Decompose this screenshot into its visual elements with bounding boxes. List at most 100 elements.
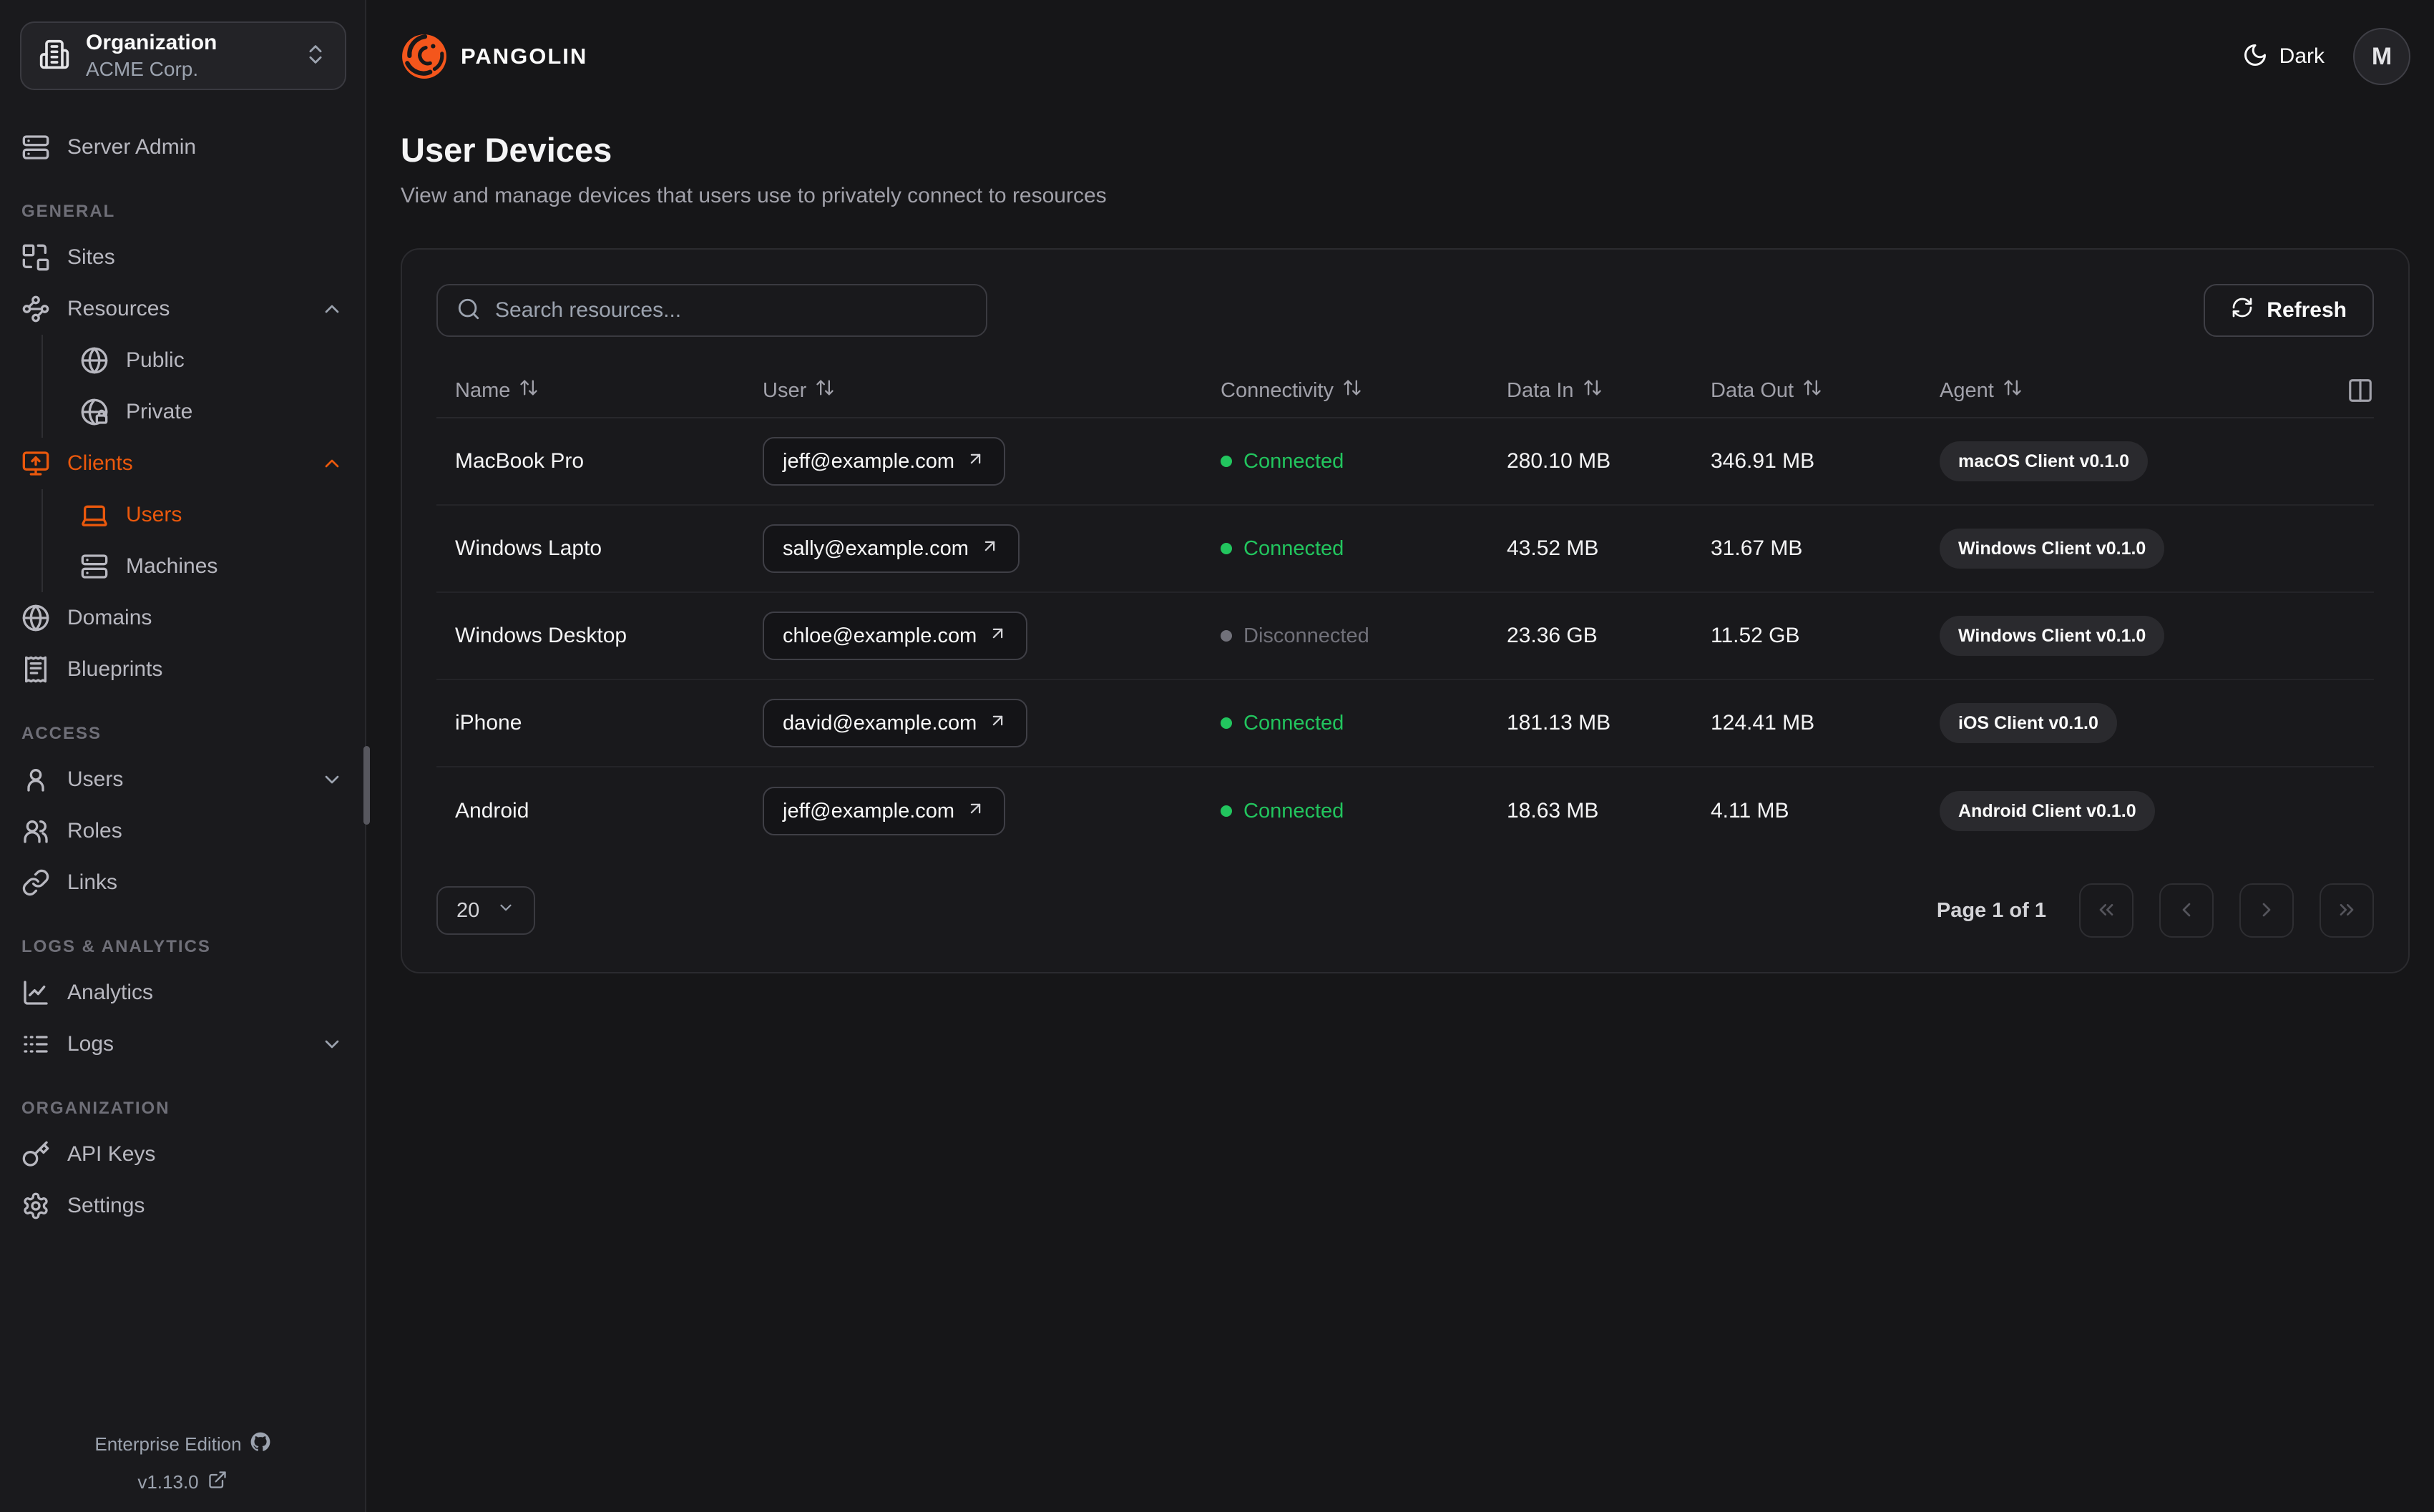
sidebar-item-settings[interactable]: Settings: [11, 1180, 353, 1232]
agent-badge: iOS Client v0.1.0: [1940, 703, 2117, 743]
cell-data-in: 181.13 MB: [1507, 711, 1611, 735]
sidebar-item-label: Public: [126, 348, 185, 372]
sidebar-item-label: Resources: [67, 297, 170, 320]
column-header-user[interactable]: User: [744, 378, 1202, 403]
column-header-name[interactable]: Name: [436, 378, 744, 403]
edition-link[interactable]: Enterprise Edition: [94, 1432, 270, 1457]
user-link-button[interactable]: jeff@example.com: [763, 437, 1006, 486]
column-header-agent[interactable]: Agent: [1921, 378, 2323, 403]
cell-name: Android: [455, 799, 529, 823]
sidebar-item-server-admin[interactable]: Server Admin: [11, 122, 353, 173]
column-header-connectivity[interactable]: Connectivity: [1202, 378, 1488, 403]
prev-page-button[interactable]: [2159, 883, 2214, 938]
chevron-down-icon: [321, 1033, 343, 1056]
agent-badge: macOS Client v0.1.0: [1940, 441, 2149, 481]
sidebar-item-links[interactable]: Links: [11, 857, 353, 908]
org-switcher-value: ACME Corp.: [86, 58, 199, 80]
cell-data-in: 18.63 MB: [1507, 799, 1599, 823]
next-page-button[interactable]: [2239, 883, 2294, 938]
sidebar-item-users[interactable]: Users: [43, 489, 353, 541]
user-link-button[interactable]: david@example.com: [763, 699, 1028, 747]
sidebar-item-label: Clients: [67, 451, 133, 475]
sidebar-item-roles[interactable]: Roles: [11, 805, 353, 857]
gear-icon: [21, 1192, 50, 1220]
column-label: Agent: [1940, 378, 1994, 402]
chevron-down-icon: [321, 768, 343, 791]
sidebar-item-label: Analytics: [67, 981, 154, 1004]
user-email: david@example.com: [783, 711, 977, 735]
nav-section-heading-general: GENERAL: [21, 202, 116, 221]
cell-data-in: 43.52 MB: [1507, 536, 1599, 560]
sort-icon: [1802, 378, 1822, 403]
table-row: Windows Lapto sally@example.com Connected 4…: [436, 506, 2374, 593]
connectivity-label: Connected: [1243, 536, 1344, 560]
logs-icon: [21, 1030, 50, 1059]
chevron-left-icon: [2175, 898, 2198, 923]
sidebar: Organization ACME Corp. Server Admin GENE…: [0, 0, 370, 1512]
column-label: Name: [455, 378, 511, 402]
sidebar-item-resources[interactable]: Resources: [11, 283, 353, 335]
sidebar-scrollbar-thumb[interactable]: [363, 746, 370, 825]
cell-data-out: 124.41 MB: [1711, 711, 1815, 735]
user-link-button[interactable]: sally@example.com: [763, 524, 1020, 573]
sidebar-item-api-keys[interactable]: API Keys: [11, 1129, 353, 1180]
avatar[interactable]: M: [2353, 28, 2410, 85]
sidebar-nav: Server Admin GENERAL Sites Resources Public P…: [0, 122, 365, 1232]
sidebar-item-sites[interactable]: Sites: [11, 232, 353, 283]
sidebar-item-clients[interactable]: Clients: [11, 438, 353, 489]
cell-data-in: 280.10 MB: [1507, 449, 1611, 473]
sidebar-item-users[interactable]: Users: [11, 754, 353, 805]
search-icon: [456, 297, 481, 325]
org-switcher[interactable]: Organization ACME Corp.: [20, 21, 346, 90]
sidebar-item-label: Blueprints: [67, 657, 163, 681]
arrow-up-right-icon: [966, 799, 985, 824]
column-header-data-in[interactable]: Data In: [1488, 378, 1692, 403]
cell-data-out: 4.11 MB: [1711, 799, 1789, 823]
cell-data-out: 31.67 MB: [1711, 536, 1803, 560]
status-dot-icon: [1221, 543, 1232, 554]
theme-toggle[interactable]: Dark: [2242, 42, 2325, 72]
chevrons-right-icon: [2335, 898, 2358, 923]
sidebar-item-logs[interactable]: Logs: [11, 1018, 353, 1070]
sidebar-item-label: Machines: [126, 554, 218, 578]
users-icon: [21, 817, 50, 845]
connectivity-status: Connected: [1221, 800, 1344, 823]
refresh-icon: [2231, 296, 2254, 325]
refresh-button[interactable]: Refresh: [2204, 284, 2374, 337]
first-page-button[interactable]: [2079, 883, 2134, 938]
sidebar-item-label: Roles: [67, 819, 122, 843]
sidebar-item-machines[interactable]: Machines: [43, 541, 353, 592]
sidebar-item-analytics[interactable]: Analytics: [11, 967, 353, 1018]
arrow-up-right-icon: [980, 536, 999, 561]
last-page-button[interactable]: [2320, 883, 2374, 938]
nav-section-heading-logs-analytics: LOGS & ANALYTICS: [21, 937, 211, 956]
pangolin-logo-icon: [401, 33, 448, 80]
sidebar-item-domains[interactable]: Domains: [11, 592, 353, 644]
chevrons-left-icon: [2095, 898, 2118, 923]
cell-data-in: 23.36 GB: [1507, 624, 1598, 647]
pagination: 20 Page 1 of 1: [436, 883, 2374, 938]
sidebar-item-public[interactable]: Public: [43, 335, 353, 386]
building-icon: [39, 39, 70, 74]
sidebar-item-private[interactable]: Private: [43, 386, 353, 438]
search-box: [436, 284, 987, 337]
version-link[interactable]: v1.13.0: [137, 1470, 227, 1495]
sidebar-item-blueprints[interactable]: Blueprints: [11, 644, 353, 695]
table-row: iPhone david@example.com Connected 181.13 M…: [436, 680, 2374, 767]
search-input[interactable]: [495, 298, 967, 323]
resources-icon: [21, 295, 50, 323]
user-link-button[interactable]: jeff@example.com: [763, 787, 1006, 835]
connectivity-status: Connected: [1221, 712, 1344, 735]
user-link-button[interactable]: chloe@example.com: [763, 612, 1028, 660]
connectivity-status: Disconnected: [1221, 624, 1369, 648]
toggle-columns-button[interactable]: [2347, 377, 2374, 404]
cell-name: iPhone: [455, 711, 522, 735]
chevron-up-icon: [321, 452, 343, 475]
column-label: Connectivity: [1221, 378, 1334, 402]
page-size-select[interactable]: 20: [436, 886, 536, 935]
status-dot-icon: [1221, 456, 1232, 467]
connectivity-label: Connected: [1243, 449, 1344, 473]
chevron-right-icon: [2255, 898, 2278, 923]
brand[interactable]: PANGOLIN: [401, 33, 587, 80]
column-header-data-out[interactable]: Data Out: [1692, 378, 1921, 403]
